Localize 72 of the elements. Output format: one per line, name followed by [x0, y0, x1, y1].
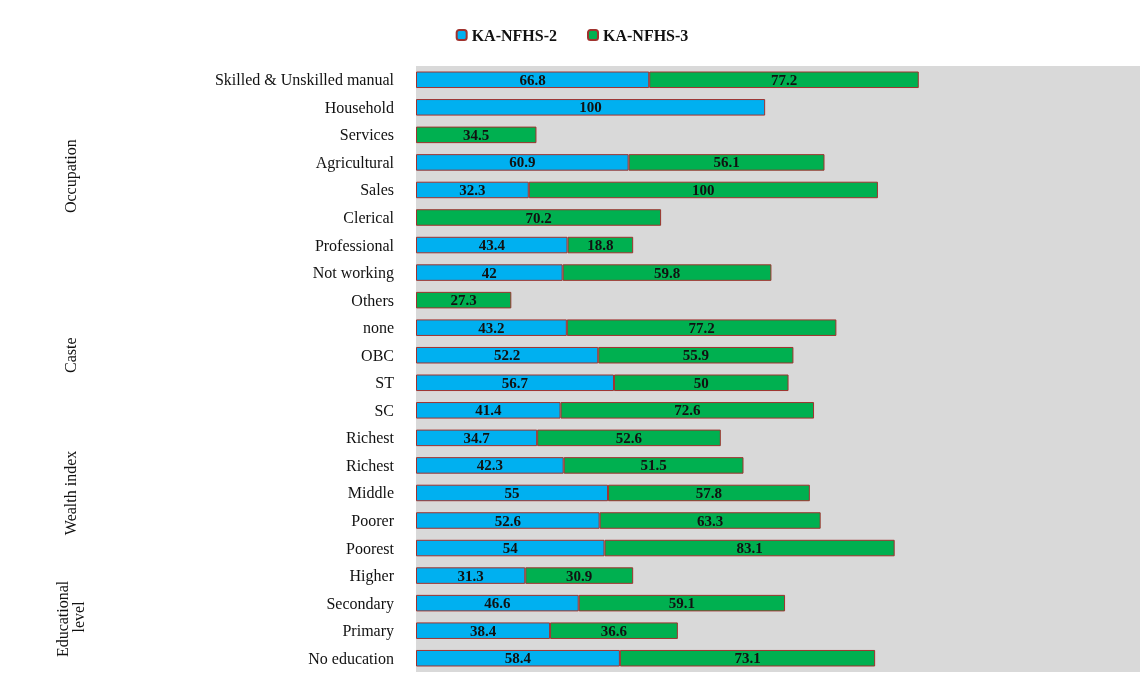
y-tick-label: Skilled & Unskilled manual: [214, 71, 395, 89]
data-label: 59.8: [653, 264, 681, 281]
data-label: 52.2: [494, 347, 521, 364]
y-tick-label: Richest: [346, 429, 395, 447]
data-label: 55: [504, 484, 520, 501]
data-label: 60.9: [509, 154, 536, 171]
data-label: 72.6: [674, 402, 701, 419]
data-label: 57.8: [695, 484, 723, 501]
data-label: 34.5: [463, 126, 490, 143]
data-label: 83.1: [736, 540, 763, 557]
data-label: 27.3: [450, 292, 477, 309]
data-label: 52.6: [494, 512, 522, 529]
text: Occupation: [61, 139, 80, 214]
data-label: 52.6: [615, 429, 643, 446]
text: Educational level: [53, 576, 87, 658]
data-label: 56.1: [713, 154, 740, 171]
y-tick-label: Middle: [347, 484, 394, 502]
y-tick-label: Others: [351, 291, 394, 309]
data-label: 18.8: [587, 237, 614, 254]
y-tick-label: ST: [375, 374, 395, 392]
data-label: 70.2: [525, 209, 552, 226]
y-tick-label: Poorest: [346, 539, 395, 557]
y-tick-label: Poorer: [351, 512, 395, 529]
data-label: 100: [692, 181, 715, 198]
data-label: 63.3: [697, 512, 724, 529]
data-label: 30.9: [566, 567, 593, 584]
y-tick-label: OBC: [361, 346, 394, 364]
data-label: 66.8: [519, 71, 546, 88]
text: Wealth index: [61, 450, 79, 536]
y-tick-label: Not working: [312, 264, 394, 283]
data-label: 34.7: [463, 429, 491, 446]
y-tick-label: SC: [374, 401, 394, 419]
y-tick-label: Higher: [349, 567, 395, 586]
data-label: 38.4: [469, 622, 497, 639]
data-label: 36.6: [600, 622, 628, 639]
data-label: 51.5: [640, 457, 667, 474]
y-tick-label: Secondary: [326, 594, 394, 613]
data-label: 56.7: [501, 374, 529, 391]
y-tick-label: Household: [324, 98, 394, 116]
y-tick-label: Richest: [346, 456, 395, 474]
data-label: 42: [481, 264, 497, 281]
data-label: 58.4: [504, 650, 532, 667]
data-label: 50: [693, 374, 709, 391]
data-label: 32.3: [459, 181, 486, 198]
y-tick-label: Primary: [342, 622, 394, 641]
data-label: 54: [502, 540, 519, 557]
legend-label: KA-NFHS-3: [603, 26, 689, 44]
y-tick-label: Clerical: [343, 209, 395, 226]
bar: [416, 291, 512, 309]
data-label: 46.6: [484, 595, 511, 612]
legend-label: KA-NFHS-2: [471, 26, 557, 44]
data-label: 77.2: [688, 319, 715, 336]
bar: [416, 126, 537, 144]
data-label: 31.3: [457, 567, 484, 584]
y-tick-label: Professional: [314, 236, 395, 254]
data-label: 43.4: [478, 237, 506, 254]
data-label: 43.2: [478, 319, 505, 336]
y-tick-label: Sales: [360, 181, 394, 199]
y-tick-label: none: [362, 319, 394, 337]
bar: [416, 99, 766, 116]
data-label: 41.4: [475, 402, 502, 419]
data-label: 59.1: [668, 595, 695, 612]
bar: [416, 209, 662, 226]
text: Caste: [61, 337, 79, 373]
data-label: 100: [579, 99, 602, 116]
y-tick-label: Services: [339, 126, 394, 144]
data-label: 55.9: [682, 347, 709, 364]
y-tick-label: No education: [308, 649, 394, 667]
data-label: 77.2: [770, 71, 798, 88]
data-label: 42.3: [476, 457, 503, 474]
data-label: 73.1: [734, 650, 761, 667]
y-tick-label: Agricultural: [315, 153, 395, 172]
